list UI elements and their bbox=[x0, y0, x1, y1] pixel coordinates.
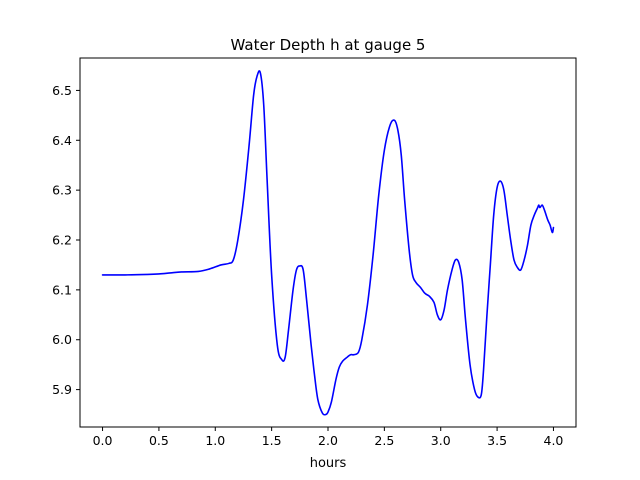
plot-frame bbox=[79, 57, 577, 428]
x-tick-label: 0.0 bbox=[93, 433, 113, 448]
x-axis-label: hours bbox=[310, 456, 347, 471]
series-layer bbox=[101, 70, 555, 416]
x-tick-label: 2.5 bbox=[374, 433, 394, 448]
x-tick-label: 1.0 bbox=[205, 433, 225, 448]
x-tick-label: 0.5 bbox=[149, 433, 169, 448]
x-tick-label: 3.5 bbox=[487, 433, 507, 448]
y-axis-ticks: 5.9 6.0 6.1 6.2 6.3 6.4 6.5 bbox=[52, 83, 80, 397]
x-tick-label: 4.0 bbox=[544, 433, 564, 448]
y-tick-label: 6.3 bbox=[52, 183, 72, 198]
series-line bbox=[101, 70, 555, 416]
y-tick-label: 5.9 bbox=[52, 382, 72, 397]
y-tick-label: 6.2 bbox=[52, 233, 72, 248]
x-axis-ticks: 0.0 0.5 1.0 1.5 2.0 2.5 3.0 3.5 4.0 bbox=[93, 427, 564, 448]
y-tick-label: 6.1 bbox=[52, 282, 72, 297]
x-tick-label: 2.0 bbox=[318, 433, 338, 448]
x-tick-label: 3.0 bbox=[431, 433, 451, 448]
chart-title: Water Depth h at gauge 5 bbox=[231, 36, 426, 54]
x-tick-label: 1.5 bbox=[262, 433, 282, 448]
plot-area bbox=[80, 58, 576, 427]
y-tick-label: 6.0 bbox=[52, 332, 72, 347]
y-tick-label: 6.5 bbox=[52, 83, 72, 98]
y-tick-label: 6.4 bbox=[52, 133, 72, 148]
